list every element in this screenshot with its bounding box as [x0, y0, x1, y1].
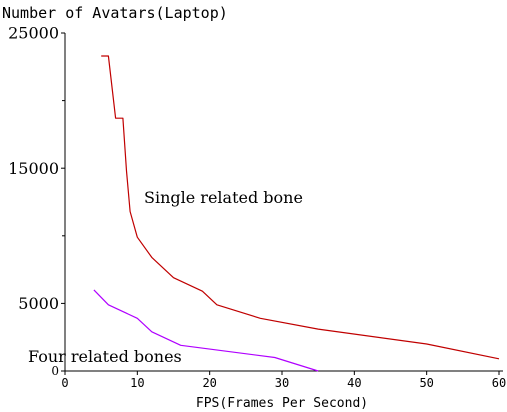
series-line [93, 289, 319, 372]
x-tick-label: 40 [347, 376, 361, 390]
series-line [101, 55, 500, 360]
x-tick-label: 60 [492, 376, 506, 390]
series-label-four-related-bones: Four related bones [28, 347, 182, 366]
axes [64, 33, 503, 372]
series-label-single-related-bone: Single related bone [144, 188, 303, 207]
x-tick-label: 20 [202, 376, 216, 390]
y-tick-label: 0 [51, 364, 59, 378]
x-axis-label: FPS(Frames Per Second) [196, 396, 368, 411]
x-tick-label: 10 [130, 376, 144, 390]
y-tick-label: 25000 [8, 24, 59, 43]
y-axis-label: Number of Avatars(Laptop) [2, 4, 228, 22]
x-tick-label: 30 [275, 376, 289, 390]
x-tick-label: 50 [419, 376, 433, 390]
axis-ticks: 0 10 20 30 40 50 60 0 5000 15000 25000 [8, 24, 506, 390]
series-lines [93, 55, 500, 372]
y-tick-label: 15000 [8, 159, 59, 178]
x-tick-label: 0 [61, 376, 68, 390]
y-tick-label: 5000 [18, 294, 59, 313]
